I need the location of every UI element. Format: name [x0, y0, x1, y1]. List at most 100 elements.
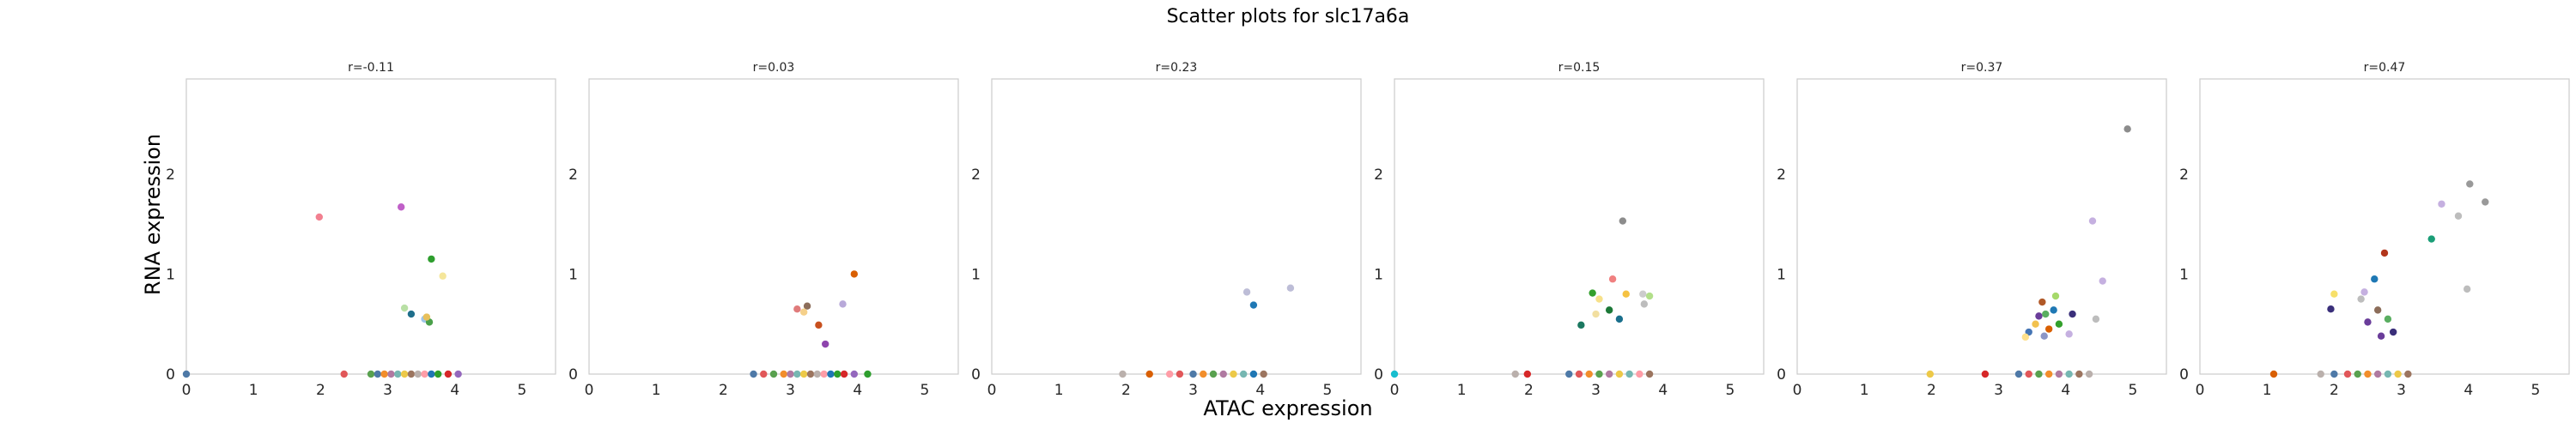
data-point — [407, 370, 416, 378]
data-point — [2373, 306, 2382, 314]
panel-frame — [2199, 78, 2570, 375]
data-point — [394, 370, 402, 378]
data-point — [2069, 310, 2076, 318]
x-tick-label: 2 — [719, 382, 728, 399]
data-point — [2075, 370, 2083, 378]
data-point — [1249, 370, 1258, 378]
data-point — [374, 370, 382, 378]
data-point — [827, 370, 835, 378]
x-tick-label: 0 — [1793, 382, 1802, 399]
x-tick-label: 4 — [853, 382, 862, 399]
data-point — [1645, 370, 1654, 378]
y-tick-label: 1 — [2179, 266, 2189, 283]
x-tick-label: 5 — [517, 382, 526, 399]
data-point — [2438, 200, 2445, 208]
data-point — [834, 370, 841, 378]
data-point — [1249, 301, 1258, 309]
data-point — [769, 370, 778, 378]
data-point — [806, 370, 815, 378]
data-point — [1511, 370, 1519, 378]
data-point — [397, 203, 405, 211]
data-point — [2065, 370, 2073, 378]
data-point — [780, 370, 787, 378]
data-point — [340, 370, 348, 378]
x-tick-label: 2 — [1524, 382, 1534, 399]
data-point — [367, 370, 375, 378]
data-point — [2038, 298, 2046, 306]
data-point — [1565, 370, 1573, 378]
data-point — [182, 370, 191, 378]
data-point — [787, 370, 794, 378]
data-point — [2482, 198, 2489, 206]
data-point — [2050, 306, 2057, 314]
y-tick-label: 1 — [971, 266, 981, 283]
x-tick-label: 1 — [2263, 382, 2272, 399]
data-point — [1636, 370, 1643, 378]
data-point — [1640, 300, 1649, 308]
y-tick-label: 2 — [1777, 166, 1786, 184]
data-point — [1625, 370, 1633, 378]
x-tick-label: 3 — [1188, 382, 1198, 399]
data-point — [2364, 318, 2372, 326]
panel-title: r=0.37 — [1961, 61, 2003, 75]
data-point — [2373, 370, 2382, 378]
data-point — [2044, 370, 2053, 378]
x-tick-label: 1 — [1860, 382, 1869, 399]
data-point — [2055, 370, 2063, 378]
panel-frame — [1394, 78, 1765, 375]
x-tick-label: 0 — [1390, 382, 1400, 399]
x-axis-label: ATAC expression — [1203, 396, 1372, 420]
data-point — [1605, 370, 1613, 378]
data-point — [1575, 370, 1583, 378]
data-point — [2371, 275, 2379, 283]
data-point — [2466, 180, 2474, 188]
data-point — [407, 310, 416, 318]
data-point — [803, 302, 811, 310]
x-tick-label: 0 — [2196, 382, 2205, 399]
data-point — [1595, 295, 1603, 303]
x-tick-label: 4 — [2061, 382, 2070, 399]
x-tick-label: 2 — [2330, 382, 2339, 399]
data-point — [1390, 370, 1399, 378]
data-point — [793, 305, 801, 313]
data-point — [380, 370, 388, 378]
panel-frame — [1796, 78, 2167, 375]
data-point — [2035, 370, 2043, 378]
data-point — [2051, 292, 2060, 300]
data-point — [815, 321, 823, 329]
y-tick-label: 0 — [1777, 366, 1786, 384]
data-point — [2377, 332, 2385, 340]
data-point — [1200, 370, 1207, 378]
data-point — [1119, 370, 1127, 378]
panel-title: r=0.03 — [753, 61, 795, 75]
data-point — [2354, 370, 2361, 378]
x-tick-label: 5 — [2530, 382, 2540, 399]
data-point — [2384, 315, 2392, 323]
panel-title: r=0.15 — [1558, 61, 1601, 75]
panels-container: r=-0.11 0 1 2 3 4 5 0 1 2 r=0.03 0 1 2 3 4 5 0 1 2 r=0.23 0 1 2… — [166, 61, 2570, 399]
y-tick-label: 2 — [971, 166, 981, 184]
data-point — [1645, 292, 1654, 300]
x-tick-label: 3 — [1994, 382, 2003, 399]
data-point — [799, 308, 808, 316]
x-tick-label: 3 — [786, 382, 795, 399]
data-point — [2092, 315, 2100, 323]
x-tick-label: 1 — [652, 382, 661, 399]
data-point — [1639, 290, 1647, 298]
y-tick-label: 2 — [568, 166, 578, 184]
x-tick-label: 5 — [2128, 382, 2137, 399]
x-tick-label: 1 — [1054, 382, 1064, 399]
y-tick-label: 0 — [166, 366, 175, 384]
data-point — [2330, 290, 2338, 298]
data-point — [2357, 295, 2365, 303]
data-point — [2025, 370, 2032, 378]
data-point — [1981, 370, 1990, 378]
y-tick-label: 1 — [568, 266, 578, 283]
data-point — [2065, 330, 2073, 338]
data-point — [2040, 332, 2048, 340]
x-tick-label: 3 — [2397, 382, 2406, 399]
x-tick-label: 4 — [1255, 382, 1265, 399]
scatter-panel: r=0.03 0 1 2 3 4 5 0 1 2 — [568, 61, 959, 399]
data-point — [850, 370, 859, 378]
data-point — [2021, 333, 2030, 341]
